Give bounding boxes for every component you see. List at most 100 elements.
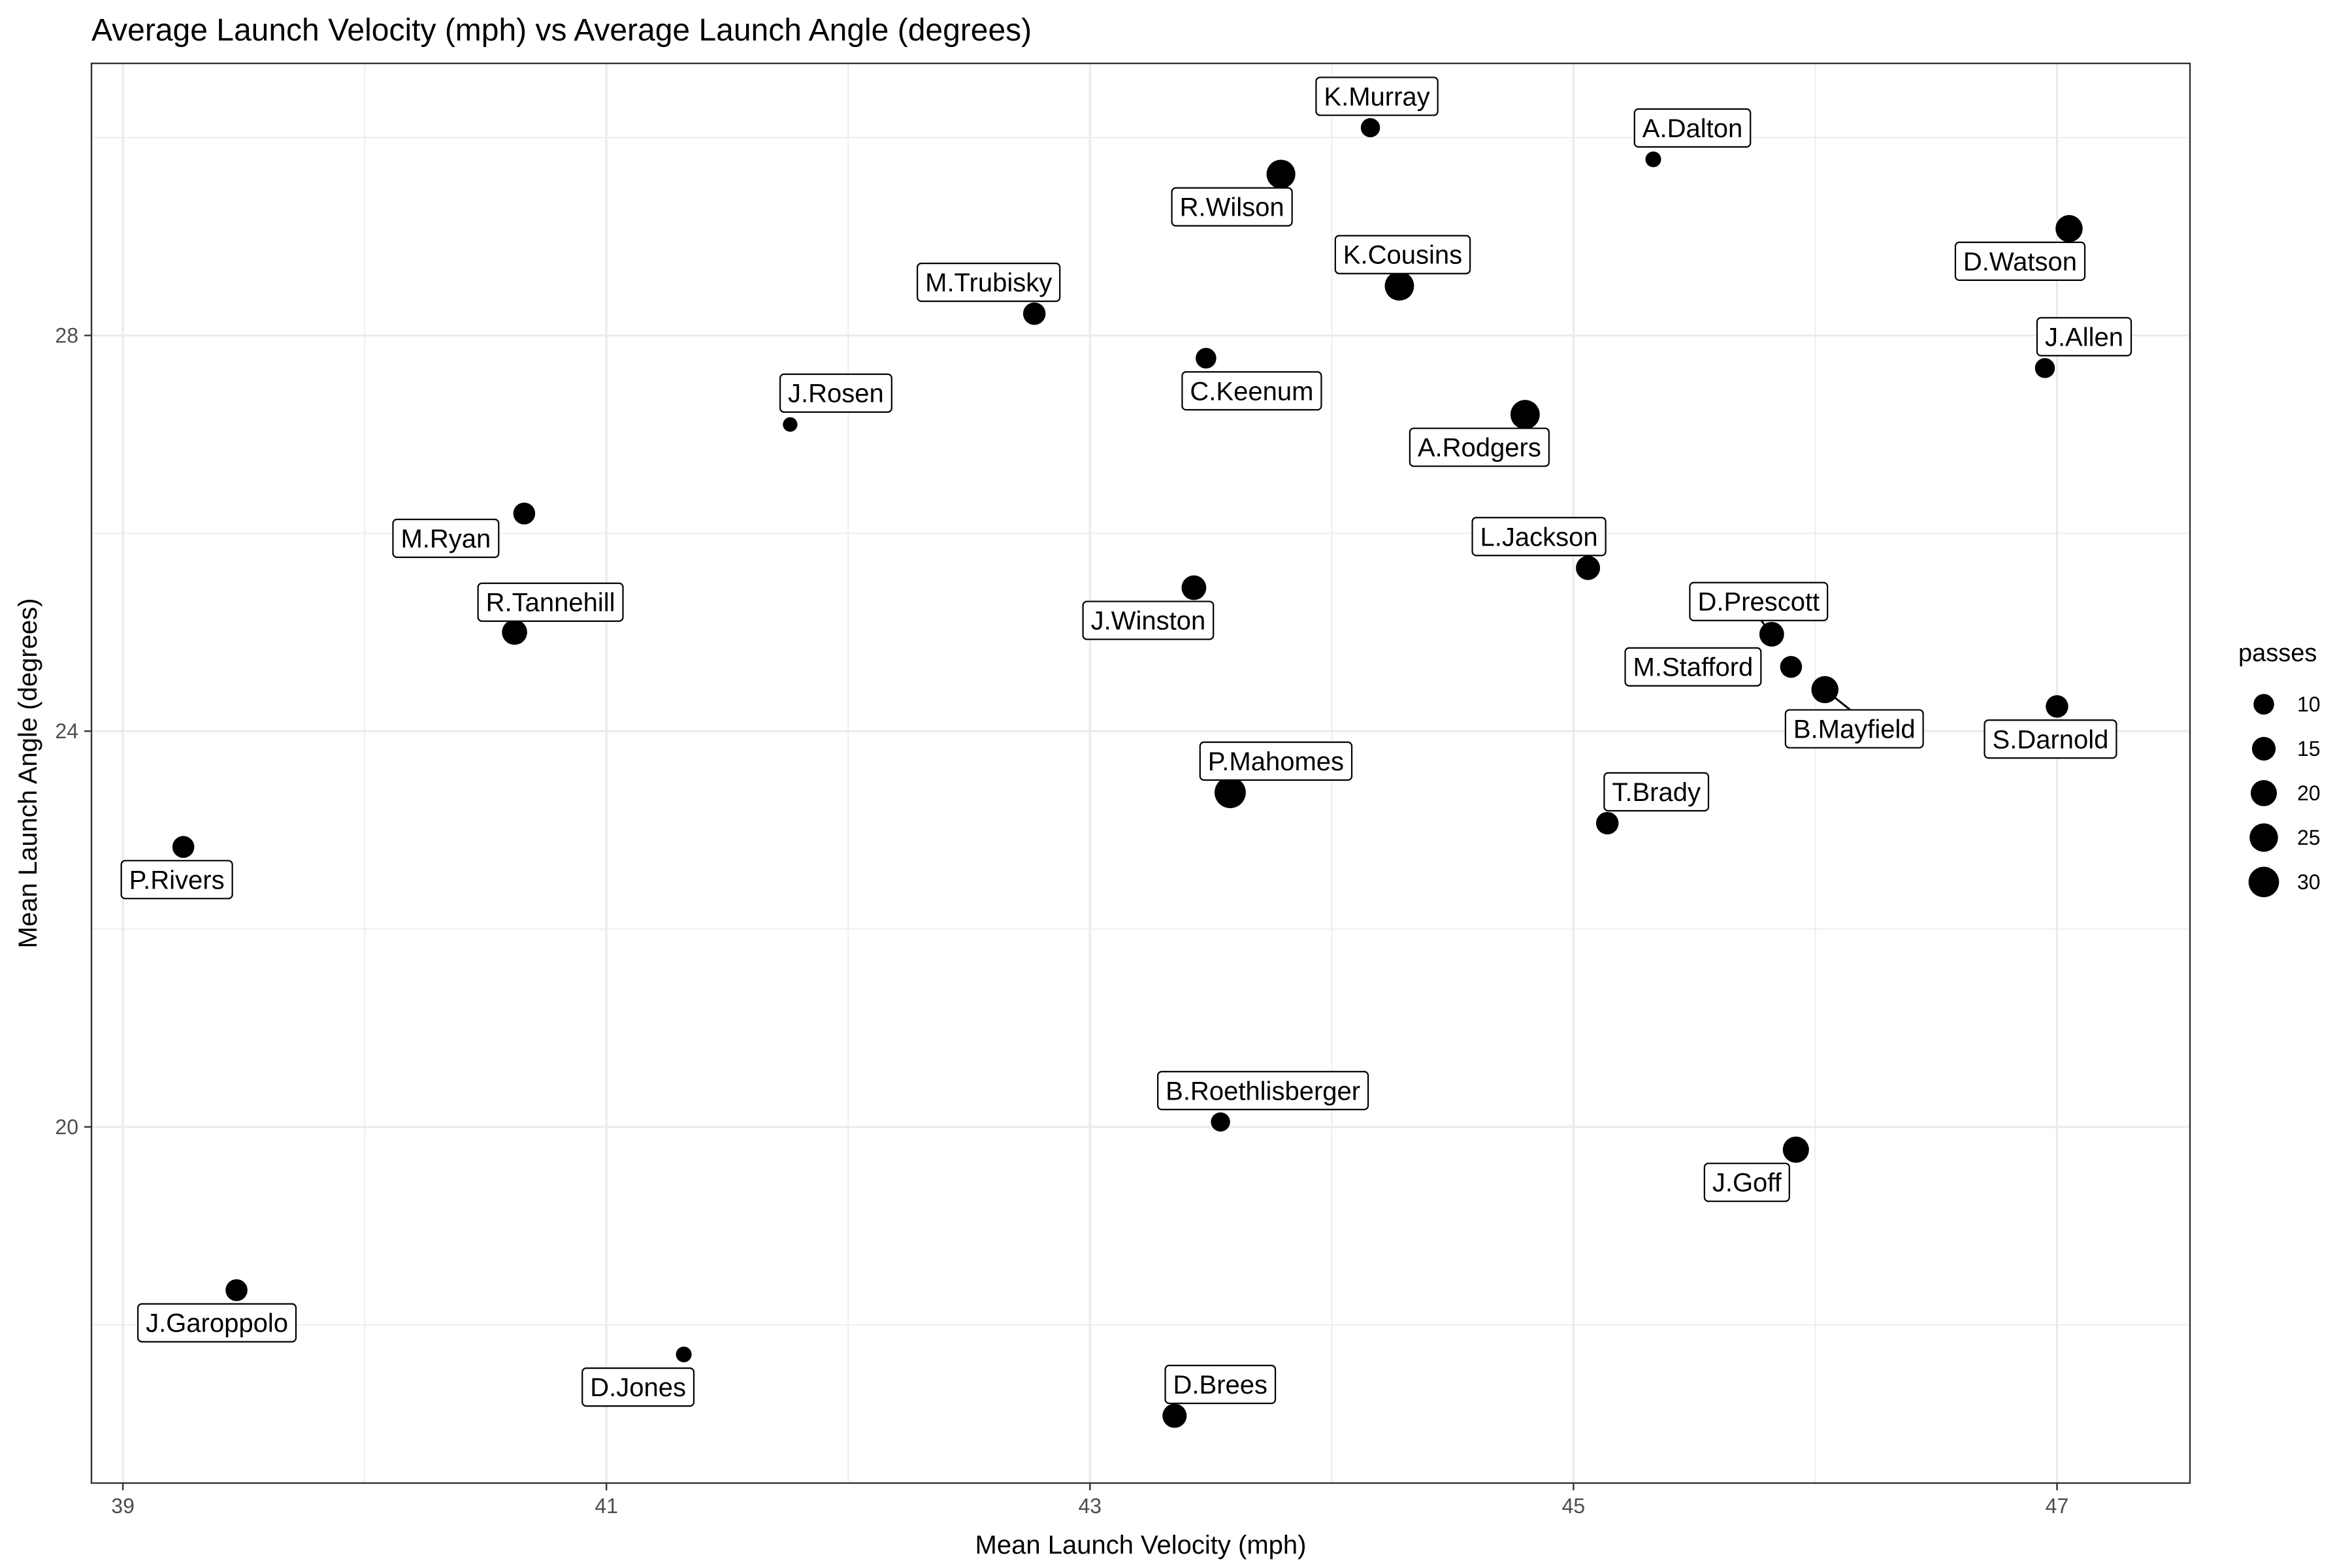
point-label-box <box>392 518 500 559</box>
point-label-box <box>1603 772 1710 812</box>
point-label: A.Dalton <box>1633 108 1752 148</box>
data-point <box>1022 302 1046 325</box>
point-label-box <box>1164 1364 1277 1405</box>
point-label: K.Murray <box>1315 76 1439 116</box>
data-point <box>1181 575 1207 600</box>
legend-label: 30 <box>2297 870 2321 894</box>
point-label-box <box>581 1367 695 1407</box>
point-label-text: R.Wilson <box>1180 193 1284 222</box>
data-point <box>1645 151 1661 167</box>
point-label-box <box>779 373 892 413</box>
point-label-text: D.Prescott <box>1697 588 1820 617</box>
point-label-box <box>1199 741 1353 781</box>
data-point <box>1360 118 1380 138</box>
data-point <box>1211 1112 1230 1132</box>
point-label-box <box>477 582 624 622</box>
x-tick-label: 47 <box>2046 1494 2069 1518</box>
point-label: M.Ryan <box>392 518 500 559</box>
point-label-text: J.Goff <box>1712 1169 1782 1198</box>
point-label-box <box>1171 187 1293 227</box>
y-tick-label: 28 <box>55 323 78 347</box>
point-label: M.Stafford <box>1624 647 1762 687</box>
point-label-box <box>1157 1071 1369 1111</box>
point-label-text: B.Mayfield <box>1793 715 1916 744</box>
point-label: M.Trubisky <box>917 263 1061 302</box>
point-label: J.Winston <box>1082 600 1215 640</box>
point-label-text: M.Stafford <box>1633 653 1754 682</box>
point-label: D.Brees <box>1164 1364 1277 1405</box>
point-label-text: B.Roethlisberger <box>1166 1077 1360 1105</box>
point-label: J.Goff <box>1703 1162 1790 1202</box>
legend-key <box>2251 736 2276 761</box>
chart-title: Average Launch Velocity (mph) vs Average… <box>91 13 1032 48</box>
data-point <box>2055 215 2083 242</box>
data-point <box>1384 271 1414 301</box>
point-label: S.Darnold <box>1984 719 2117 759</box>
x-tick-label: 43 <box>1078 1494 1102 1518</box>
point-label: K.Cousins <box>1334 235 1471 274</box>
point-label-box <box>1082 600 1215 640</box>
data-point <box>2034 358 2055 378</box>
data-points <box>172 118 2083 1428</box>
point-label-text: J.Garoppolo <box>146 1309 288 1338</box>
point-label-box <box>917 263 1061 302</box>
data-point <box>676 1347 692 1363</box>
point-label-text: M.Ryan <box>400 525 491 553</box>
point-label-box <box>1334 235 1471 274</box>
point-label-box <box>1984 719 2117 759</box>
x-axis-title: Mean Launch Velocity (mph) <box>975 1531 1307 1560</box>
point-label-text: J.Winston <box>1091 607 1206 636</box>
axes: 39 41 43 45 47 20 24 28 <box>55 323 2068 1518</box>
point-label-box <box>1633 108 1752 148</box>
point-label-text: P.Mahomes <box>1208 747 1344 776</box>
data-point <box>1780 655 1803 678</box>
point-label-box <box>1181 371 1322 411</box>
point-label: D.Prescott <box>1689 581 1829 621</box>
point-label: L.Jackson <box>1471 517 1607 557</box>
data-point <box>1215 777 1246 808</box>
point-label-box <box>1703 1162 1790 1202</box>
legend-key <box>2253 694 2274 715</box>
data-point <box>1759 621 1784 647</box>
point-label-text: K.Cousins <box>1343 241 1462 270</box>
data-point <box>1782 1136 1809 1163</box>
point-label-box <box>1954 241 2086 281</box>
point-label: D.Jones <box>581 1367 695 1407</box>
x-tick-label: 39 <box>111 1494 135 1518</box>
point-label-text: A.Rodgers <box>1418 434 1541 463</box>
data-point <box>1162 1403 1187 1428</box>
y-axis-title: Mean Launch Angle (degrees) <box>14 598 42 949</box>
point-label-text: D.Jones <box>590 1373 686 1402</box>
point-label: B.Mayfield <box>1784 709 1924 749</box>
data-point <box>172 836 195 858</box>
legend-title: passes <box>2238 640 2317 667</box>
point-label-box <box>1315 76 1439 116</box>
point-label-text: T.Brady <box>1612 778 1701 807</box>
point-label-text: M.Trubisky <box>925 269 1052 297</box>
point-label: P.Rivers <box>120 860 233 900</box>
point-label: A.Rodgers <box>1409 427 1550 467</box>
size-legend: passes 10 15 20 25 30 <box>2238 640 2321 898</box>
point-label: J.Allen <box>2036 317 2132 357</box>
point-label-box <box>1471 517 1607 557</box>
point-label: J.Garoppolo <box>137 1303 297 1343</box>
point-label-text: D.Brees <box>1173 1371 1268 1399</box>
point-label: P.Mahomes <box>1199 741 1353 781</box>
data-point <box>225 1279 248 1301</box>
point-label-box <box>1784 709 1924 749</box>
point-label-text: P.Rivers <box>129 866 225 894</box>
legend-label: 15 <box>2297 737 2321 760</box>
x-tick-label: 41 <box>595 1494 618 1518</box>
point-label-text: R.Tannehill <box>486 589 615 617</box>
data-point <box>2046 695 2068 718</box>
point-label-text: K.Murray <box>1324 82 1429 111</box>
y-tick-label: 24 <box>55 719 78 743</box>
data-point <box>1811 676 1838 704</box>
point-label-text: S.Darnold <box>1993 725 2109 754</box>
x-tick-label: 45 <box>1562 1494 1586 1518</box>
point-label-text: J.Rosen <box>788 380 884 408</box>
point-label-text: A.Dalton <box>1642 114 1742 143</box>
legend-key <box>2248 866 2279 898</box>
point-label-box <box>137 1303 297 1343</box>
point-label: T.Brady <box>1603 772 1710 812</box>
